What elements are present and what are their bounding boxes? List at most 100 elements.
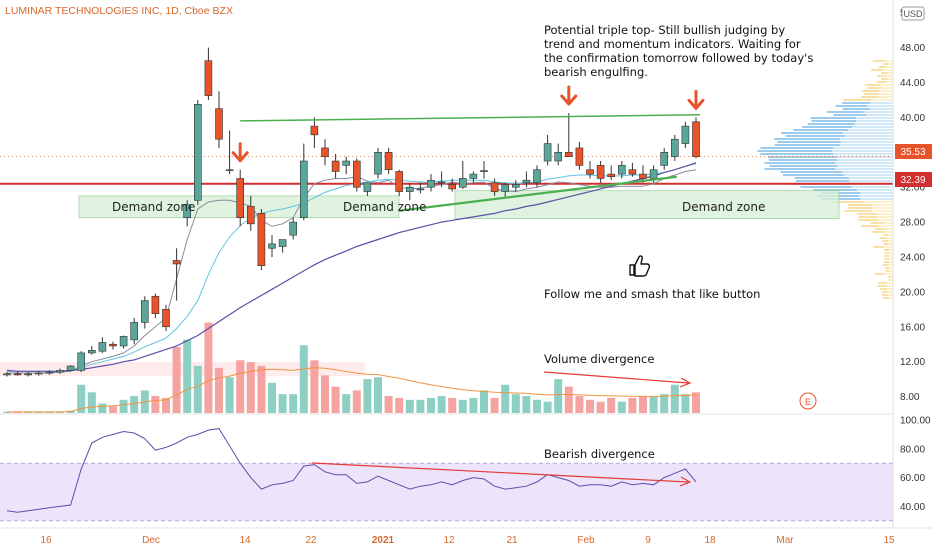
candle-body: [565, 152, 572, 156]
volume-bar: [173, 347, 181, 413]
volume-profile-bar: [768, 156, 837, 158]
candle-body: [110, 344, 117, 346]
candle-body: [481, 171, 488, 172]
volume-profile-bar: [879, 225, 893, 227]
time-axis-tick: Dec: [142, 535, 160, 546]
volume-bar: [554, 379, 562, 413]
volume-profile-bar: [769, 165, 837, 167]
price-axis[interactable]: 52.0048.0044.0040.0036.0032.0028.0024.00…: [900, 8, 925, 403]
candle-body: [57, 370, 64, 372]
thumbs-up-icon: [630, 256, 649, 276]
earnings-marker[interactable]: E: [800, 393, 816, 409]
volume-profile-bar: [848, 129, 893, 131]
volume-profile-bar: [873, 246, 884, 248]
candle-body: [364, 183, 371, 192]
candle-body: [322, 148, 329, 157]
volume-profile-bar: [861, 225, 879, 227]
volume-profile-bar: [777, 141, 841, 143]
volume-bar: [618, 402, 626, 413]
price-axis-tick: 28.00: [900, 218, 925, 229]
volume-profile-bar: [833, 147, 893, 149]
volume-profile-bar: [885, 252, 889, 254]
volume-band: [0, 362, 365, 376]
volume-profile-bar: [889, 234, 893, 236]
candle-body: [173, 260, 180, 263]
volume-profile-bar: [873, 60, 884, 62]
candle-body: [14, 374, 21, 375]
volume-profile-bar: [849, 180, 893, 182]
volume-bar: [469, 398, 477, 413]
time-axis-tick: 22: [305, 535, 317, 546]
volume-profile-bar: [881, 72, 888, 74]
volume-bar: [268, 383, 276, 413]
volume-profile-bar: [852, 126, 893, 128]
volume-profile-bar: [769, 159, 837, 161]
volume-profile-bar: [861, 96, 879, 98]
volume-profile-bar: [870, 102, 893, 104]
volume-profile-bar: [859, 195, 893, 197]
volume-profile-bar: [774, 138, 839, 140]
candle-body: [332, 161, 339, 171]
triple-top-arrow: [233, 144, 247, 161]
volume-bar: [480, 390, 488, 413]
volume-profile-bar: [842, 171, 893, 173]
time-axis-tick: 16: [40, 535, 52, 546]
candle-body: [512, 185, 519, 188]
volume-profile-bar: [888, 72, 893, 74]
volume-profile-bar: [862, 90, 879, 92]
volume-bar: [321, 375, 329, 413]
candle-body: [618, 165, 625, 174]
candle-body: [534, 170, 541, 183]
volume-bar: [385, 396, 393, 413]
candle-body: [406, 187, 413, 191]
rsi-axis[interactable]: 100.00 80.00 60.00 40.00: [900, 416, 931, 513]
volume-bar: [533, 400, 541, 413]
volume-profile-bar: [879, 66, 887, 68]
volume-profile-bar: [888, 240, 893, 242]
volume-profile-bar: [881, 291, 887, 293]
volume-profile-bar: [775, 144, 840, 146]
volume-profile-bar: [866, 114, 893, 116]
volume-profile-bar: [847, 207, 872, 209]
volume-bar: [597, 402, 605, 413]
volume-profile-bar: [884, 60, 893, 62]
time-axis-tick: 18: [704, 535, 716, 546]
volume-profile-bar: [879, 90, 893, 92]
volume-profile-bar: [840, 138, 893, 140]
volume-profile-bar: [793, 129, 848, 131]
volume-profile-bar: [879, 237, 887, 239]
volume-profile-bar: [757, 150, 832, 152]
price-axis-tick: 12.00: [900, 357, 925, 368]
volume-profile-bar: [781, 132, 843, 134]
volume-profile-bar: [877, 216, 893, 218]
volume-profile-bar: [884, 258, 889, 260]
time-axis-tick: 12: [443, 535, 455, 546]
volume-profile-bar: [841, 141, 893, 143]
volume-bar: [427, 398, 435, 413]
candle-body: [226, 170, 233, 171]
volume-profile-bar: [872, 231, 883, 233]
price-axis-tick: 40.00: [900, 113, 925, 124]
volume-profile-bar: [886, 81, 893, 83]
volume-profile-bar: [880, 93, 893, 95]
volume-bar: [130, 396, 138, 413]
time-axis[interactable]: 16 Dec 14 22 2021 12 21 Feb 9 18 Mar 15: [40, 535, 895, 546]
volume-profile-bar: [889, 255, 893, 257]
volume-profile-bar: [885, 228, 893, 230]
candle-body: [4, 374, 11, 375]
candle-body: [131, 322, 138, 339]
volume-profile-bar: [843, 174, 893, 176]
volume-profile-bar: [835, 162, 893, 164]
volume-profile-bar: [883, 297, 889, 299]
candle-body: [269, 244, 276, 248]
volume-profile-bar: [837, 165, 893, 167]
volume-profile-bar: [856, 120, 893, 122]
volume-profile-bar: [880, 84, 893, 86]
candle-body: [396, 171, 403, 191]
volume-profile-bar: [835, 168, 893, 170]
volume-bar: [353, 390, 361, 413]
triple-top-note-line-4: bearish engulfing.: [544, 65, 648, 79]
candle-body: [375, 152, 382, 174]
volume-profile-bar: [802, 126, 852, 128]
volume-profile-bar: [888, 264, 893, 266]
